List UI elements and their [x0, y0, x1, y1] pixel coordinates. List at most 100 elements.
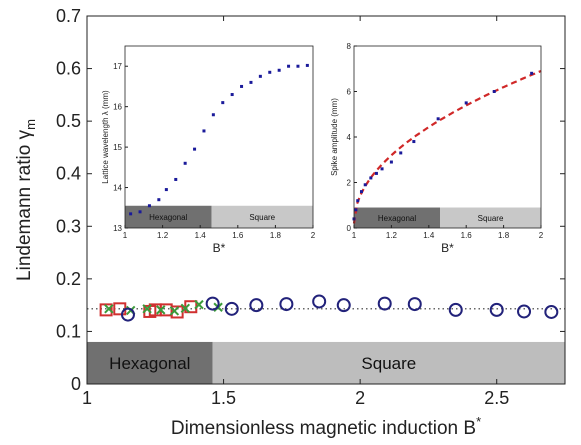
inset-region-band-1	[440, 207, 541, 228]
inset-point	[464, 101, 468, 105]
inset-point	[389, 160, 393, 164]
inset-x-tick-label: 1.6	[232, 231, 244, 240]
main-frame	[86, 15, 566, 385]
inset-point	[354, 208, 358, 212]
inset-point	[164, 188, 168, 192]
inset-spike-amplitude: Hexagonal Square 0 2 4 6 8 1 1.2 1.4 1.6 1.8 2 B* Spik…	[330, 42, 544, 255]
inset-y-tick-label: 14	[113, 184, 122, 193]
inset-y-tick-label: 6	[347, 88, 352, 97]
inset-y-tick-label: 8	[347, 42, 352, 51]
y-tick-label: 0.1	[56, 321, 81, 341]
inset-region-band-0	[354, 207, 441, 228]
inset-y-tick-label: 13	[113, 224, 122, 233]
inset-point	[436, 117, 440, 121]
inset-region-label-0: Hexagonal	[149, 213, 187, 222]
y-tick-label: 0.2	[56, 269, 81, 289]
inset-point	[374, 171, 378, 175]
inset-x-tick-label: 1	[123, 231, 128, 240]
x-tick-label: 1.5	[211, 388, 236, 408]
x-axis-label-text: Dimensionless magnetic induction B	[171, 418, 476, 439]
x-tick-label: 1	[82, 388, 92, 408]
inset-region-band-0	[125, 205, 212, 228]
x-tick-label: 2.5	[484, 388, 509, 408]
inset-frame	[124, 45, 314, 229]
inset-y-tick-label: 15	[113, 143, 122, 152]
inset-point	[211, 113, 215, 117]
region-label-0: Hexagonal	[109, 354, 190, 373]
circle-point	[120, 307, 135, 322]
inset-background	[125, 46, 313, 228]
circle-point	[279, 297, 294, 312]
circle-point	[377, 296, 392, 311]
circle-point	[312, 294, 327, 309]
cross-point	[104, 304, 114, 314]
cross-stroke	[156, 305, 166, 315]
y-tick-label: 0	[71, 374, 81, 394]
circle-point	[336, 298, 351, 313]
circle-point	[249, 298, 264, 313]
x-axis-label: Dimensionless magnetic induction B*	[171, 414, 481, 439]
inset-x-tick-label: 1.2	[157, 231, 169, 240]
cross-point	[169, 306, 180, 316]
circle-point	[544, 304, 559, 319]
inset-point	[530, 71, 534, 75]
inset-x-tick-label: 2	[311, 231, 316, 240]
y-axis-label-text: Lindemann ratio γ	[14, 129, 35, 281]
inset-y-tick-label: 0	[347, 224, 352, 233]
inset-x-tick-label: 1.2	[386, 231, 398, 240]
circle-point	[448, 302, 463, 317]
inset-point	[363, 183, 367, 187]
inset-x-tick-label: 1.4	[423, 231, 435, 240]
inset-point	[287, 64, 291, 68]
y-tick-label: 0.3	[56, 216, 81, 236]
inset-point	[183, 161, 187, 165]
inset-x-tick-label: 1.8	[270, 231, 282, 240]
region-label-1: Square	[361, 354, 416, 373]
y-tick-label: 0.6	[56, 59, 81, 79]
inset-y-axis-label: Lattice wavelength λ (mm)	[101, 90, 110, 184]
inset-x-axis-label: B*	[213, 241, 226, 255]
inset-lattice-wavelength: Hexagonal Square 13 14 15 16 17 1 1.2 1.4 1.6 1.8 2 B…	[101, 45, 316, 255]
cross-stroke	[169, 306, 180, 316]
inset-x-tick-label: 1.8	[498, 231, 510, 240]
y-tick-label: 0.4	[56, 164, 81, 184]
inset-y-tick-label: 2	[347, 179, 352, 188]
inset-x-tick-label: 1.6	[461, 231, 473, 240]
square-point	[99, 303, 113, 317]
main-data-points	[99, 294, 559, 322]
cross-point	[194, 299, 204, 310]
inset-x-tick-label: 2	[539, 231, 544, 240]
inset-point	[157, 198, 161, 202]
y-axis-label-subscript: m	[23, 119, 38, 130]
inset-region-label-1: Square	[249, 213, 275, 222]
inset-point	[249, 80, 253, 84]
cross-point	[142, 304, 152, 314]
circle-point	[224, 301, 239, 316]
inset-point	[356, 199, 360, 203]
inset-point	[193, 147, 197, 151]
inset-x-tick-label: 1.4	[195, 231, 207, 240]
inset-point	[492, 90, 496, 93]
main-axes: 0 0.1 0.2 0.3 0.4 0.5 0.6 0.7 1 1.5 2 2.5	[56, 6, 566, 408]
inset-point	[240, 84, 244, 88]
x-tick-label: 2	[355, 388, 365, 408]
cross-stroke	[142, 304, 152, 314]
inset-point	[399, 151, 403, 155]
circle-point	[489, 302, 504, 317]
inset-point	[221, 101, 225, 105]
inset-point	[305, 63, 309, 67]
main-region-bands: Hexagonal Square	[87, 341, 565, 384]
circle-point	[205, 296, 220, 311]
y-axis-label: Lindemann ratio γm	[14, 119, 38, 281]
main-axis-labels: Dimensionless magnetic induction B* Linde…	[14, 119, 481, 439]
inset-point	[258, 74, 262, 78]
cross-point	[180, 303, 191, 314]
y-tick-label: 0.5	[56, 111, 81, 131]
circle-point	[517, 304, 532, 319]
square-point	[159, 303, 173, 317]
fit-curve	[352, 69, 542, 224]
cross-stroke	[194, 299, 204, 310]
inset-point	[412, 140, 416, 144]
circle-point	[407, 297, 422, 312]
